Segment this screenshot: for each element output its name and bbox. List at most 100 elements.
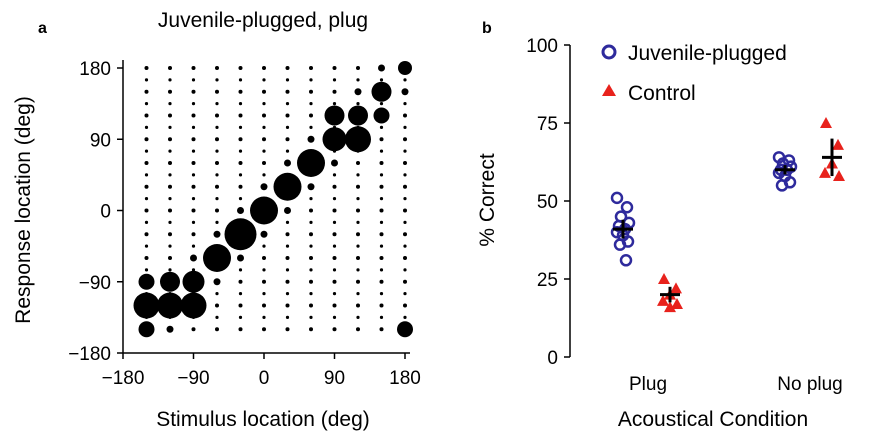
panel-a-dot xyxy=(379,137,384,142)
panel-a-dot xyxy=(238,292,243,296)
panel-a-dot xyxy=(238,315,243,319)
panel-a-dot xyxy=(215,78,219,82)
panel-a-marker xyxy=(324,105,345,126)
panel-a-dot xyxy=(356,315,360,319)
panel-a-dot xyxy=(215,137,219,142)
panel-a-dot xyxy=(215,89,219,94)
panel-b-label: b xyxy=(482,20,492,37)
panel-a-dot xyxy=(238,161,243,165)
panel-b: b % Correct Acoustical Condition 0 25 50 75… xyxy=(476,20,845,431)
panel-a-dot xyxy=(215,303,219,308)
panel-a-dot xyxy=(332,184,337,189)
panel-a-marker xyxy=(180,292,207,319)
panel-a-marker xyxy=(157,292,183,319)
panel-b-y-tick-label: 0 xyxy=(547,348,558,369)
panel-a-dot xyxy=(379,125,384,129)
panel-a-dot xyxy=(379,279,384,284)
panel-a-dot xyxy=(168,208,172,213)
panel-a-dot xyxy=(215,208,219,213)
panel-a-dot xyxy=(332,102,337,106)
legend-triangle-marker xyxy=(602,84,616,96)
panel-a-dot xyxy=(307,183,315,191)
panel-a-dot xyxy=(215,173,219,177)
panel-a-dot xyxy=(262,78,266,82)
panel-a-dot xyxy=(309,66,313,70)
panel-a-dot xyxy=(285,78,290,82)
panel-a-marker xyxy=(371,81,392,102)
panel-a-dot xyxy=(403,113,407,118)
panel-a-dot xyxy=(354,88,362,96)
panel-a-dot xyxy=(332,66,337,70)
panel-a-dot xyxy=(168,89,172,94)
panel-b-y-tick-label: 75 xyxy=(537,114,558,135)
panel-a-dot xyxy=(168,161,172,165)
panel-a-dot xyxy=(262,244,266,248)
panel-a-dot xyxy=(144,268,149,272)
panel-a-dot xyxy=(168,137,172,142)
panel-a-dot xyxy=(332,303,337,308)
panel-a-dot xyxy=(191,89,196,94)
panel-a-dot xyxy=(356,66,360,70)
panel-a-dot xyxy=(356,256,360,260)
panel-b-triangle-point xyxy=(657,294,669,306)
panel-a-dot xyxy=(262,149,266,153)
panel-a-marker xyxy=(133,292,160,319)
panel-a-x-tick-label: 0 xyxy=(259,368,270,389)
panel-a-dot xyxy=(191,220,196,224)
panel-a-y-tick-label: −90 xyxy=(79,273,111,294)
panel-a-dot xyxy=(403,268,407,272)
panel-a-dot xyxy=(238,197,243,201)
panel-a-dot xyxy=(403,78,407,82)
panel-a-dot xyxy=(356,220,360,224)
panel-a-dot xyxy=(379,244,384,248)
panel-a-dot xyxy=(309,244,313,248)
panel-a-dot xyxy=(403,244,407,248)
panel-a-x-tick-label: 180 xyxy=(389,368,421,389)
legend-control: Control xyxy=(628,82,696,105)
panel-a-dot xyxy=(238,327,243,332)
panel-a-dot xyxy=(238,78,243,82)
panel-a-dot xyxy=(238,184,243,189)
panel-a-dot xyxy=(191,149,196,153)
panel-a-dot xyxy=(238,66,243,70)
panel-a-dot xyxy=(285,303,290,308)
panel-a-dot xyxy=(168,220,172,224)
panel-a-dot xyxy=(379,102,384,106)
panel-a-dot xyxy=(191,327,196,332)
panel-a-dot xyxy=(309,89,313,94)
panel-a-dot xyxy=(215,125,219,129)
panel-a-y-tick-label: 90 xyxy=(90,130,111,151)
panel-a-dot xyxy=(262,279,266,284)
panel-a-dot xyxy=(191,232,196,237)
panel-a-dot xyxy=(356,197,360,201)
panel-a-dot xyxy=(356,292,360,296)
panel-b-y-tick-label: 100 xyxy=(526,36,558,57)
panel-a-dot xyxy=(285,220,290,224)
panel-a-dot xyxy=(309,292,313,296)
panel-a-dot xyxy=(144,197,149,201)
panel-a-dot xyxy=(191,173,196,177)
panel-a-dot xyxy=(144,220,149,224)
panel-a-marker xyxy=(138,321,155,338)
panel-a-dot xyxy=(332,279,337,284)
panel-a-dot xyxy=(356,173,360,177)
panel-a-dot xyxy=(238,303,243,308)
panel-a-dot xyxy=(191,113,196,118)
panel-a-dot xyxy=(379,208,384,213)
panel-a-y-tick-label: 180 xyxy=(79,59,111,80)
panel-a-dot xyxy=(144,78,149,82)
panel-a-dot xyxy=(403,220,407,224)
panel-a-marker xyxy=(373,107,390,124)
panel-a-dot xyxy=(356,184,360,189)
panel-a-marker xyxy=(224,218,257,251)
panel-a-dot xyxy=(191,244,196,248)
panel-a-dot xyxy=(215,292,219,296)
panel-a-marker xyxy=(273,172,302,201)
panel-a-dot xyxy=(260,183,268,191)
panel-a-dot xyxy=(332,232,337,237)
panel-a-dot xyxy=(379,161,384,165)
panel-a-dot xyxy=(403,315,407,319)
panel-a-dot xyxy=(215,113,219,118)
legend-juvenile-plugged: Juvenile-plugged xyxy=(628,42,787,65)
panel-a-dot xyxy=(403,232,407,237)
